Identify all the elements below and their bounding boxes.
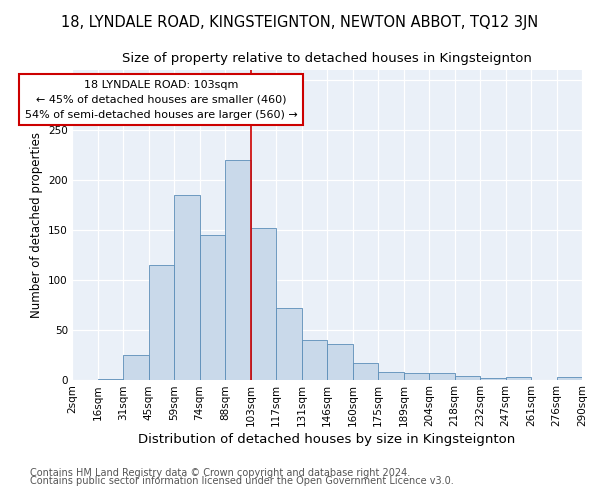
- Bar: [199, 235, 225, 380]
- Bar: [149, 265, 174, 380]
- Bar: [97, 379, 123, 380]
- Bar: [404, 373, 429, 380]
- Bar: [123, 355, 149, 380]
- Bar: [302, 340, 327, 380]
- Bar: [327, 344, 353, 380]
- Text: 18, LYNDALE ROAD, KINGSTEIGNTON, NEWTON ABBOT, TQ12 3JN: 18, LYNDALE ROAD, KINGSTEIGNTON, NEWTON …: [61, 15, 539, 30]
- Bar: [378, 372, 404, 380]
- Bar: [276, 308, 302, 380]
- Text: Contains public sector information licensed under the Open Government Licence v3: Contains public sector information licen…: [30, 476, 454, 486]
- Bar: [505, 377, 531, 380]
- Title: Size of property relative to detached houses in Kingsteignton: Size of property relative to detached ho…: [122, 52, 532, 64]
- Text: Contains HM Land Registry data © Crown copyright and database right 2024.: Contains HM Land Registry data © Crown c…: [30, 468, 410, 477]
- Bar: [251, 228, 276, 380]
- Bar: [225, 160, 251, 380]
- X-axis label: Distribution of detached houses by size in Kingsteignton: Distribution of detached houses by size …: [139, 433, 515, 446]
- Bar: [557, 377, 582, 380]
- Bar: [174, 195, 199, 380]
- Bar: [429, 373, 455, 380]
- Y-axis label: Number of detached properties: Number of detached properties: [29, 132, 43, 318]
- Text: 18 LYNDALE ROAD: 103sqm  
← 45% of detached houses are smaller (460)
54% of semi: 18 LYNDALE ROAD: 103sqm ← 45% of detache…: [25, 80, 298, 120]
- Bar: [353, 363, 378, 380]
- Bar: [480, 378, 505, 380]
- Bar: [455, 376, 480, 380]
